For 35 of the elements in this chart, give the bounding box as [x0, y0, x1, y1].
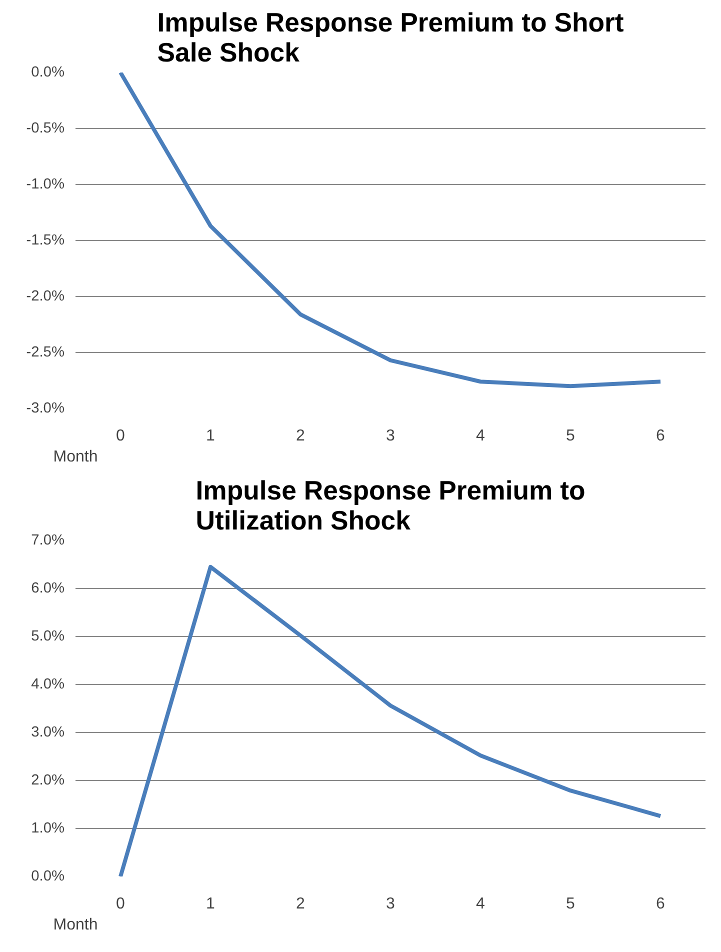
x-tick-label: 4: [476, 896, 486, 912]
x-axis-title: Month: [53, 448, 98, 466]
x-tick-label: 1: [206, 896, 216, 912]
y-tick-label: -1.0%: [26, 176, 65, 192]
x-tick-label: 2: [296, 896, 306, 912]
x-tick-label: 5: [566, 428, 576, 444]
y-tick-label: 4.0%: [31, 676, 64, 692]
x-tick-label: 0: [116, 896, 126, 912]
x-tick-label: 3: [386, 896, 396, 912]
y-tick-label: -2.5%: [26, 344, 65, 360]
x-axis-title: Month: [53, 916, 98, 934]
y-tick-label: 0.0%: [31, 868, 64, 884]
y-tick-label: -2.0%: [26, 288, 65, 304]
x-tick-label: 4: [476, 428, 486, 444]
line-series: [118, 72, 662, 388]
chart-title: Impulse Response Premium to Short Sale Shock: [157, 8, 624, 68]
x-tick-label: 0: [116, 428, 126, 444]
x-tick-label: 3: [386, 428, 396, 444]
y-tick-label: 0.0%: [31, 64, 64, 80]
y-tick-label: 7.0%: [31, 532, 64, 548]
x-tick-label: 1: [206, 428, 216, 444]
x-tick-label: 2: [296, 428, 306, 444]
y-tick-label: 6.0%: [31, 580, 64, 596]
chart-title: Impulse Response Premium to Utilization Shock: [196, 476, 586, 536]
y-tick-label: -1.5%: [26, 232, 65, 248]
y-tick-label: 3.0%: [31, 724, 64, 740]
y-tick-label: -0.5%: [26, 120, 65, 136]
y-tick-label: -3.0%: [26, 400, 65, 416]
y-tick-label: 1.0%: [31, 820, 64, 836]
x-tick-label: 6: [656, 896, 666, 912]
line-series: [118, 564, 662, 876]
x-tick-label: 6: [656, 428, 666, 444]
y-tick-label: 2.0%: [31, 772, 64, 788]
x-tick-label: 5: [566, 896, 576, 912]
y-tick-label: 5.0%: [31, 628, 64, 644]
